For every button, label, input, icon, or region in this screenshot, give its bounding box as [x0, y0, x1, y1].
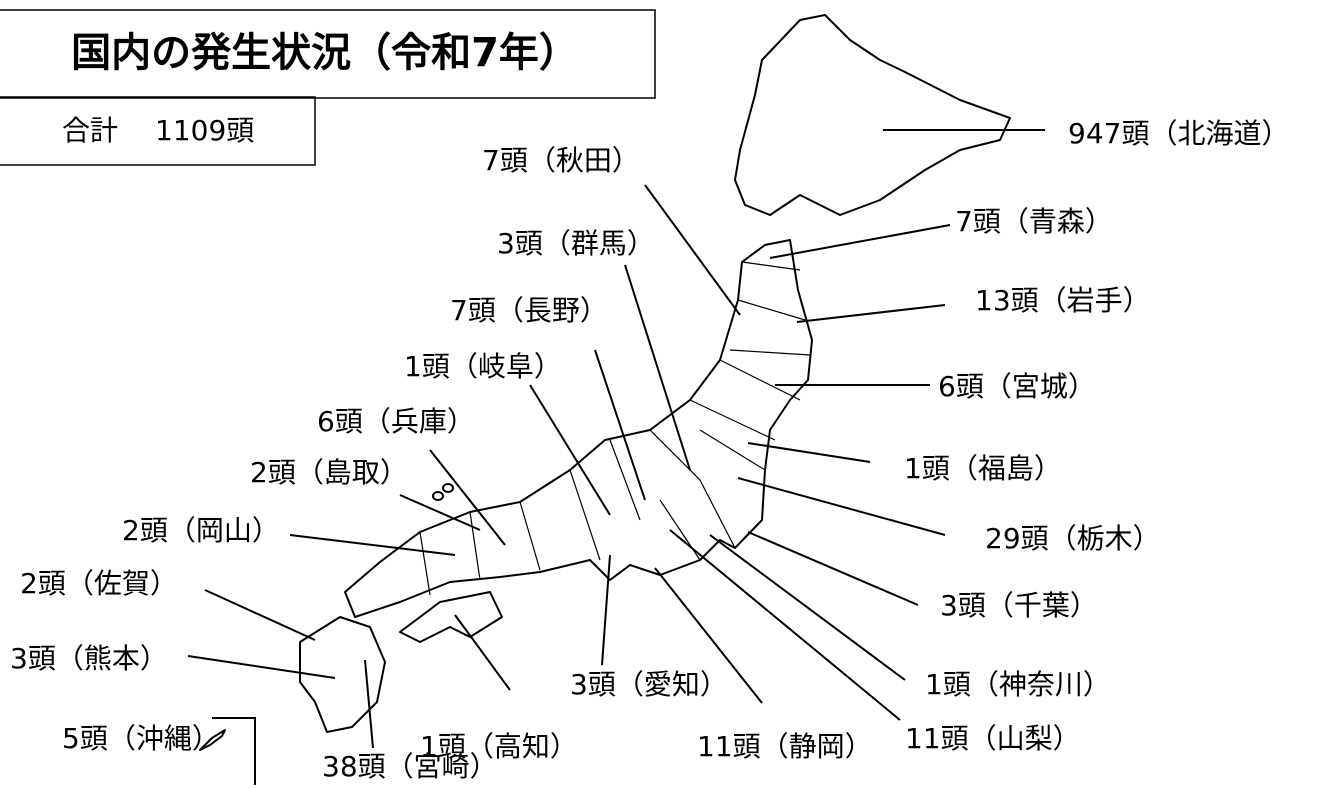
- leader-line: [454, 614, 511, 691]
- region-label: 6頭（宮城）: [938, 370, 1096, 403]
- total-box: [0, 96, 316, 166]
- region-label: 2頭（佐賀）: [20, 567, 178, 600]
- leader-line: [709, 534, 906, 681]
- region-label: 1頭（岐阜）: [404, 350, 562, 383]
- kyushu: [299, 616, 386, 733]
- okinawa-icon: [199, 729, 226, 751]
- region-label: 947頭（北海道）: [1068, 117, 1289, 150]
- leader-line: [624, 264, 691, 471]
- okinawa-box: [212, 717, 256, 785]
- region-label: 7頭（青森）: [955, 205, 1113, 238]
- region-label: 3頭（千葉）: [940, 589, 1098, 622]
- total-label: 合計: [62, 114, 118, 147]
- region-label: 1頭（高知）: [420, 730, 578, 763]
- total-value: 1109頭: [155, 114, 254, 147]
- leader-line: [529, 384, 611, 516]
- region-label: 13頭（岩手）: [975, 284, 1151, 317]
- leader-line: [747, 531, 919, 606]
- leader-line: [769, 224, 951, 259]
- leader-line: [737, 477, 946, 536]
- prefecture-borders: [419, 261, 811, 596]
- region-label: 11頭（山梨）: [905, 722, 1081, 755]
- oki-island: [442, 483, 454, 493]
- region-label: 6頭（兵庫）: [317, 405, 475, 438]
- leader-line: [187, 655, 336, 679]
- region-label: 7頭（秋田）: [482, 144, 640, 177]
- leader-line: [796, 304, 946, 323]
- region-label: 11頭（静岡）: [697, 730, 873, 763]
- region-label: 3頭（熊本）: [10, 642, 168, 675]
- region-label: 7頭（長野）: [450, 294, 608, 327]
- oki-island: [432, 491, 444, 501]
- region-label: 3頭（群馬）: [497, 227, 655, 260]
- leader-line: [669, 529, 901, 721]
- title: 国内の発生状況（令和7年）: [71, 30, 579, 76]
- leader-line: [204, 589, 316, 641]
- title-box: [0, 9, 656, 99]
- region-label: 29頭（栃木）: [985, 522, 1161, 555]
- region-label: 1頭（神奈川）: [925, 668, 1111, 701]
- leader-line: [644, 184, 741, 316]
- region-label: 2頭（岡山）: [122, 514, 280, 547]
- leader-line: [601, 554, 611, 666]
- leader-line: [289, 534, 456, 556]
- leader-line: [429, 449, 506, 546]
- region-label: 38頭（宮崎）: [322, 750, 498, 783]
- region-labels: 947頭（北海道） 7頭（秋田） 7頭（青森） 3頭（群馬） 13頭（岩手） 7頭（長野）…: [10, 117, 1289, 783]
- region-label: 1頭（福島）: [904, 452, 1062, 485]
- hokkaido: [734, 14, 1011, 216]
- shikoku: [399, 591, 503, 643]
- region-label: 5頭（沖縄）: [62, 722, 220, 755]
- leader-line: [399, 494, 481, 531]
- leader-line: [364, 659, 374, 749]
- leader-line: [654, 567, 763, 704]
- leader-line: [594, 349, 646, 501]
- region-label: 3頭（愛知）: [570, 668, 728, 701]
- leader-line: [747, 442, 871, 463]
- frames: [0, 9, 656, 785]
- region-label: 2頭（島取）: [250, 456, 408, 489]
